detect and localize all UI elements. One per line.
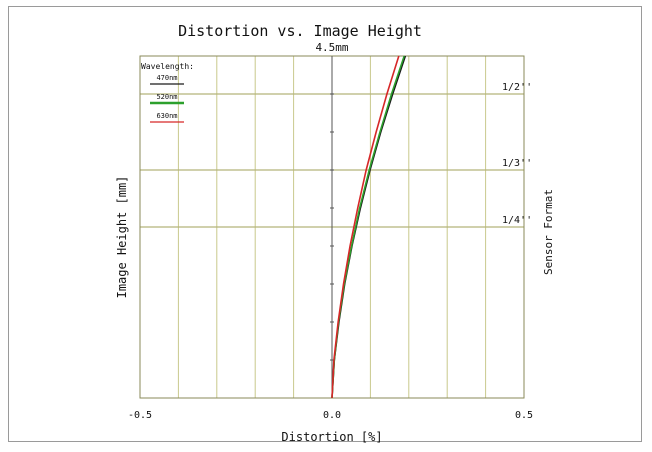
chart-frame [8, 6, 642, 442]
x-tick-label: 0.5 [515, 410, 533, 421]
sensor-format-tick-label: 1/4'' [502, 215, 532, 226]
legend-label: 520nm [156, 93, 177, 101]
y-axis-label: Image Height [mm] [115, 176, 129, 299]
series-lines [331, 55, 407, 399]
sensor-format-tick-label: 1/2'' [502, 82, 532, 93]
legend-label: 470nm [156, 74, 177, 82]
x-tick-labels: -0.5 0.0 0.5 [128, 410, 533, 421]
legend: Wavelength: 470nm 520nm 630nm [141, 62, 194, 123]
chart-title: Distortion vs. Image Height [178, 22, 422, 40]
sensor-format-label: Sensor Format [542, 189, 555, 275]
x-axis-label: Distortion [%] [281, 430, 382, 444]
sensor-format-labels: 1/2'' 1/3'' 1/4'' [502, 82, 532, 226]
x-tick-label: -0.5 [128, 410, 152, 421]
legend-title: Wavelength: [141, 62, 194, 71]
x-tick-label: 0.0 [323, 410, 341, 421]
series-line-630nm [331, 55, 400, 399]
y-axis-ticks [330, 93, 334, 361]
legend-label: 630nm [156, 112, 177, 120]
sensor-format-tick-label: 1/3'' [502, 158, 532, 169]
chart-subtitle: 4.5mm [315, 41, 348, 54]
